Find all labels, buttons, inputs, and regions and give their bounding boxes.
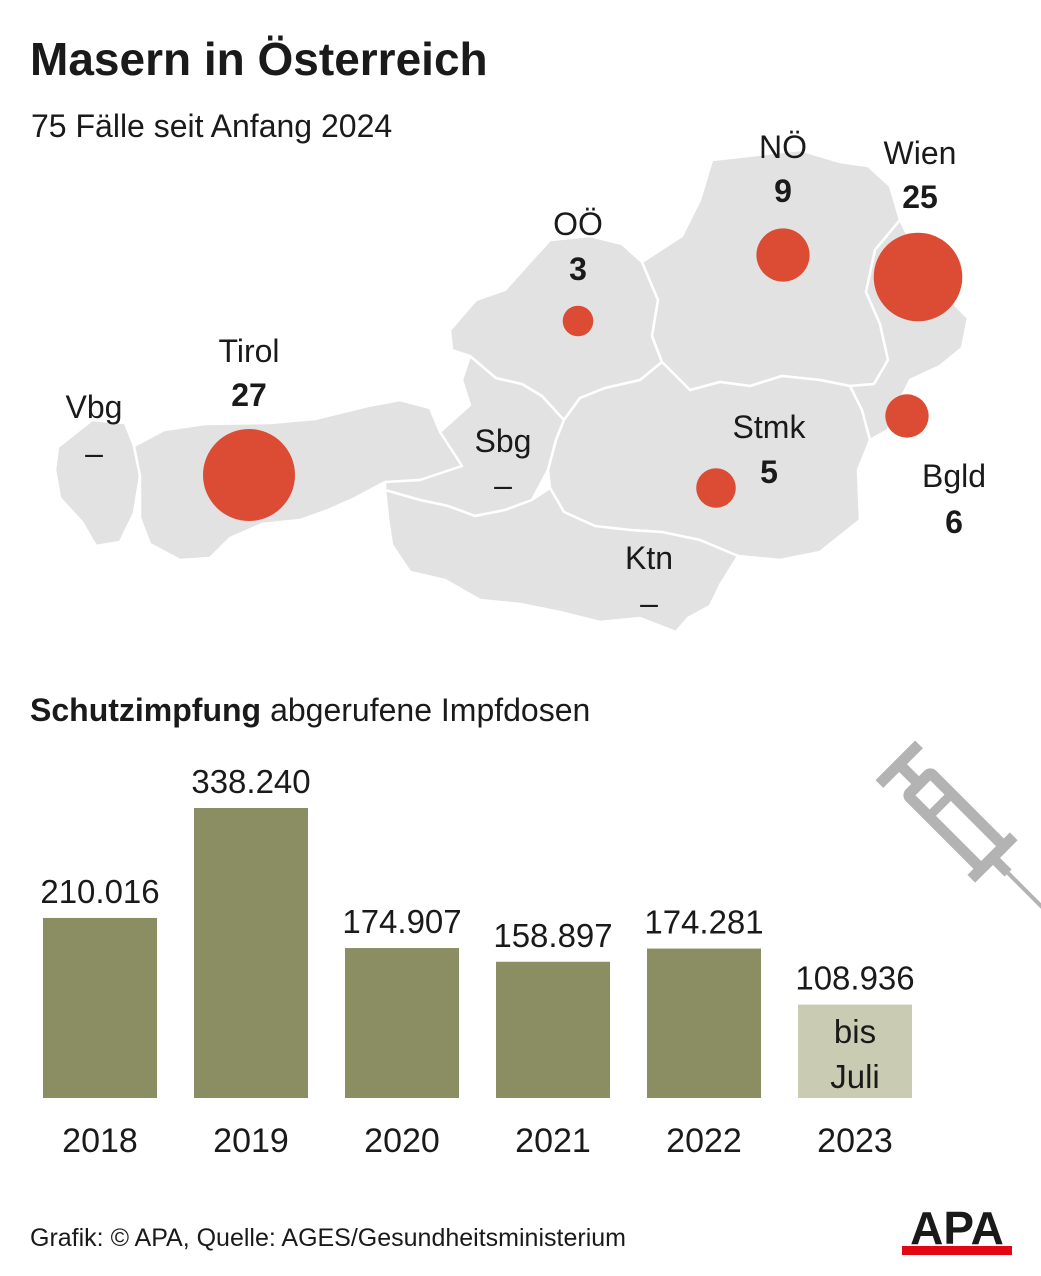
bubble-tirol <box>203 429 295 521</box>
bubble-noe <box>756 228 810 282</box>
label-stmk-value: 5 <box>760 454 778 490</box>
label-ktn-value: – <box>640 585 658 621</box>
source-credit: Grafik: © APA, Quelle: AGES/Gesundheitsm… <box>30 1224 626 1252</box>
bar-value-label-2020: 174.907 <box>342 903 461 940</box>
label-tirol-value: 27 <box>231 377 267 413</box>
label-ooe-name: OÖ <box>553 206 603 242</box>
chart-subtitle: 75 Fälle seit Anfang 2024 <box>31 108 393 144</box>
bar-chart-heading-bold: Schutzimpfung <box>30 692 261 728</box>
bar-2023 <box>798 1004 912 1098</box>
label-ooe-value: 3 <box>569 251 587 287</box>
bar-2021 <box>496 961 610 1098</box>
apa-logo-bar <box>902 1246 1012 1255</box>
x-tick-2018: 2018 <box>62 1122 138 1160</box>
region-ktn <box>383 486 740 634</box>
apa-logo: APA <box>902 1206 1012 1255</box>
bar-value-label-2018: 210.016 <box>40 873 159 910</box>
label-wien-name: Wien <box>884 135 957 171</box>
bar-layer: 210.016 338.240 174.907 158.897 174.281 … <box>40 763 914 1160</box>
x-tick-2019: 2019 <box>213 1122 289 1160</box>
label-tirol-name: Tirol <box>218 333 279 369</box>
partial-note-line-1: bis <box>834 1013 876 1050</box>
label-vbg-name: Vbg <box>66 389 123 425</box>
bar-chart-heading: Schutzimpfung abgerufene Impfdosen <box>30 692 590 728</box>
label-vbg-value: – <box>85 435 103 471</box>
label-stmk-name: Stmk <box>733 409 807 445</box>
x-tick-2020: 2020 <box>364 1122 440 1160</box>
bubble-layer <box>203 228 963 521</box>
partial-note-line-2: Juli <box>830 1058 880 1095</box>
label-noe-value: 9 <box>774 173 792 209</box>
region-vbg <box>53 418 142 548</box>
chart-title: Masern in Österreich <box>30 33 488 85</box>
bubble-stmk <box>696 468 736 508</box>
region-labels: Vbg – Tirol 27 Sbg – OÖ 3 NÖ 9 Wien 25 S… <box>66 129 986 621</box>
austria-map <box>53 148 970 634</box>
bar-value-label-2022: 174.281 <box>644 904 763 941</box>
bubble-wien <box>873 232 963 322</box>
bar-2022 <box>647 948 761 1098</box>
bubble-ooe <box>562 305 594 337</box>
label-bgld-value: 6 <box>945 504 963 540</box>
label-sbg-name: Sbg <box>475 423 532 459</box>
label-bgld-name: Bgld <box>922 458 986 494</box>
bar-value-label-2021: 158.897 <box>493 917 612 954</box>
x-tick-2023: 2023 <box>817 1122 893 1160</box>
bar-value-label-2019: 338.240 <box>191 763 310 800</box>
label-wien-value: 25 <box>902 179 938 215</box>
bar-chart-heading-rest: abgerufene Impfdosen <box>270 692 590 728</box>
bar-2019 <box>194 808 308 1098</box>
label-ktn-name: Ktn <box>625 540 673 576</box>
syringe-icon <box>875 740 1041 932</box>
bubble-bgld <box>885 394 929 438</box>
x-tick-2021: 2021 <box>515 1122 591 1160</box>
bar-2020 <box>345 948 459 1098</box>
label-sbg-value: – <box>494 467 512 503</box>
bar-2018 <box>43 917 157 1098</box>
label-noe-name: NÖ <box>759 129 807 165</box>
bar-value-label-2023: 108.936 <box>795 960 914 997</box>
x-tick-2022: 2022 <box>666 1122 742 1160</box>
